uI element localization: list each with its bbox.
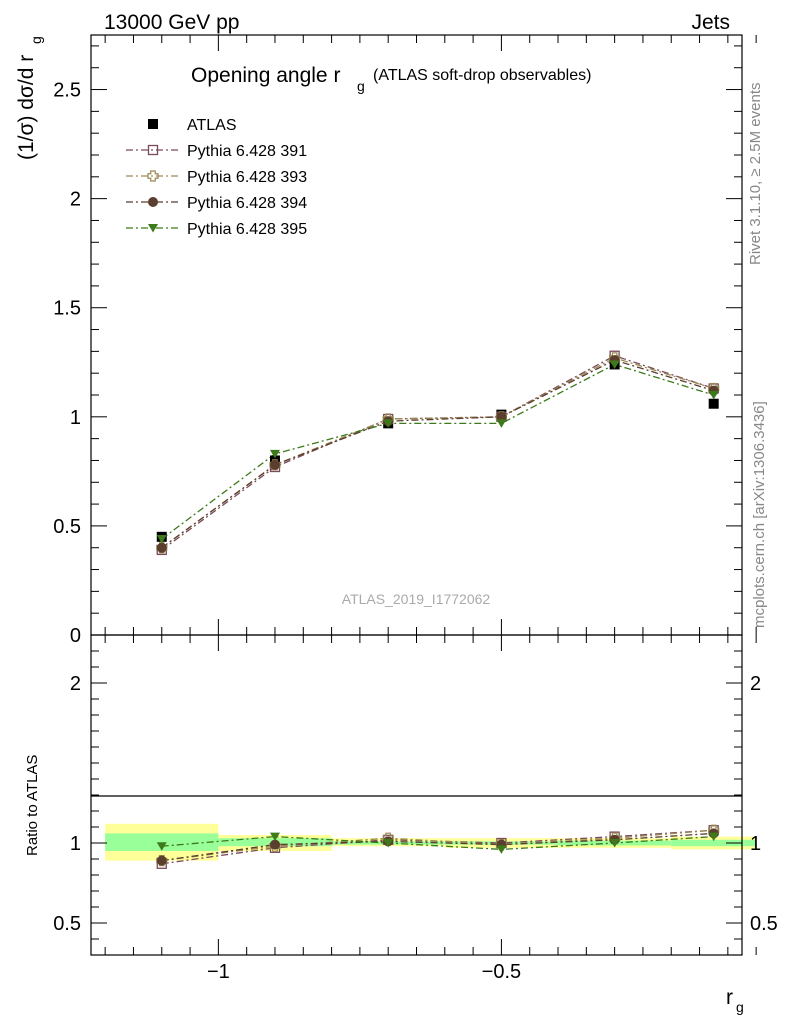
main-ytick-label-zero: 0 [70,625,81,647]
legend-marker-pythia-6-428-391 [147,144,159,156]
data-point-pythia-6-428-394-3 [496,411,507,422]
ratio-ytick-label-left: 2 [70,673,81,695]
data-point-pythia-6-428-394-0 [156,542,167,553]
main-ytick-label: 1 [70,407,81,429]
ratio-markers [156,824,720,869]
x-axis-label-subscript: g [736,999,744,1015]
ratio-series-lines [161,829,714,865]
ratio-tick-labels: 0.5 0.5 1 1 2 2 −1 −0.5 [53,673,778,983]
main-tick-labels: 0.5 1 1.5 2 2.5 0 [53,80,81,647]
data-point-pythia-6-428-394-1 [269,459,280,470]
legend: ATLAS Pythia 6.428 391 Pythia 6.428 393 Pyt… [126,117,307,238]
legend-marker-pythia-6-428-395 [148,224,158,233]
ratio-point-pythia-6-428-395-4 [609,839,620,848]
chart-title-subscript: g [357,78,365,94]
data-point-atlas-5 [708,398,719,409]
series-line-pythia-6-428-394 [161,359,714,549]
ratio-ytick-label-right: 0.5 [750,913,778,935]
header-left: 13000 GeV pp [104,11,239,34]
data-point-pythia-6-428-395-5 [708,391,719,400]
chart-title-extra: (ATLAS soft-drop observables) [373,67,591,84]
legend-marker-atlas [148,119,158,129]
ratio-xtick-label: −0.5 [482,961,521,983]
legend-marker-pythia-6-428-393 [147,170,159,182]
ratio-point-pythia-6-428-395-2 [383,839,394,848]
ratio-point-pythia-6-428-395-5 [708,832,719,842]
analysis-watermark: ATLAS_2019_I1772062 [342,591,491,607]
ratio-line-pythia-6-428-394 [161,832,714,862]
x-axis-label: r [726,986,733,1009]
data-point-pythia-6-428-395-1 [269,449,280,459]
ratio-ticks [91,635,757,955]
series-line-pythia-6-428-395 [161,363,714,540]
data-point-pythia-6-428-395-0 [156,535,167,544]
ratio-point-pythia-6-428-395-0 [156,842,167,851]
ratio-ytick-label-left: 0.5 [53,913,81,935]
ratio-ytick-label-left: 1 [70,833,81,855]
ratio-point-pythia-6-428-394-1 [269,839,280,850]
y-axis-label-subscript: g [28,36,44,44]
ratio-band-stat-5 [671,839,757,847]
ratio-xtick-label: −1 [207,961,230,983]
series-line-pythia-6-428-391 [161,355,714,551]
chart-title: Opening angle r [191,64,340,87]
ratio-point-pythia-6-428-395-3 [496,845,507,854]
ratio-frame [90,634,743,956]
main-ytick-label: 2.5 [53,80,81,102]
ratio-panel: 0.5 0.5 1 1 2 2 −1 −0.5 Ratio to ATLAS r g [24,634,778,1015]
mcplots-label: mcplots.cern.ch [arXiv:1306.3436] [751,401,768,628]
header-right: Jets [691,11,730,34]
legend-label-pythia-6-428-395: Pythia 6.428 395 [187,221,307,238]
data-point-pythia-6-428-395-2 [383,419,394,428]
ratio-point-pythia-6-428-394-0 [156,855,167,866]
main-markers [156,350,720,556]
y-axis-label: (1/σ) dσ/d r [15,55,38,160]
main-series-lines [161,355,714,551]
legend-label-pythia-6-428-391: Pythia 6.428 391 [187,143,307,160]
data-point-pythia-6-428-395-3 [496,419,507,428]
ratio-point-pythia-6-428-395-1 [269,832,280,842]
data-point-pythia-6-428-395-4 [609,360,620,369]
legend-marker-pythia-6-428-394 [148,197,158,207]
legend-label-pythia-6-428-394: Pythia 6.428 394 [187,195,307,212]
ratio-line-pythia-6-428-391 [161,829,714,865]
series-line-pythia-6-428-393 [161,357,714,549]
legend-label-pythia-6-428-393: Pythia 6.428 393 [187,169,307,186]
main-panel: 0.5 1 1.5 2 2.5 0 Opening angle r g (ATLAS so… [15,34,757,647]
ratio-ytick-label-right: 1 [750,833,761,855]
ratio-y-axis-label: Ratio to ATLAS [24,755,41,856]
ratio-ytick-label-right: 2 [750,673,761,695]
main-ticks [91,35,757,636]
main-ytick-label: 1.5 [53,298,81,320]
ratio-line-pythia-6-428-393 [161,829,714,862]
legend-label-atlas: ATLAS [187,117,237,134]
rivet-label: Rivet 3.1.10, ≥ 2.5M events [747,83,764,266]
main-ytick-label: 2 [70,189,81,211]
main-ytick-label: 0.5 [53,516,81,538]
ratio-line-pythia-6-428-395 [161,835,714,851]
